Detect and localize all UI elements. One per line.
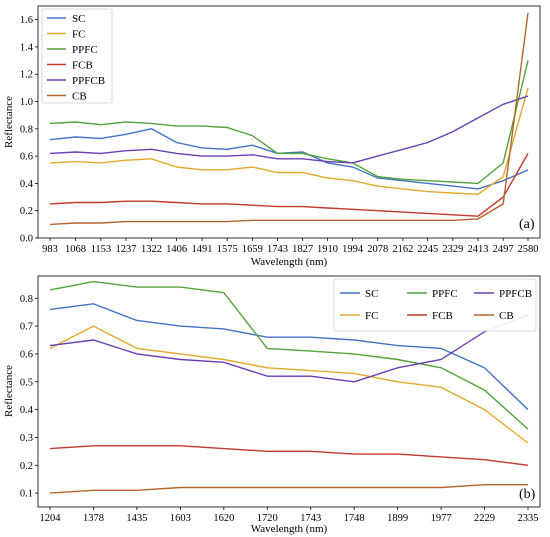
chart-b-y-tick-label: 0.2 bbox=[20, 461, 33, 472]
chart-b-x-tick-label: 1899 bbox=[387, 513, 408, 524]
chart-a-y-tick-label: 0.4 bbox=[20, 179, 34, 190]
chart-b-series-group bbox=[49, 280, 529, 494]
chart-a-legend-label-cb: CB bbox=[72, 91, 87, 103]
chart-b-x-tick-label: 1977 bbox=[431, 513, 452, 524]
chart-a-y-axis: 0.0 0.2 0.4 0.6 0.8 1.0 1.2 1.4 1.6 bbox=[20, 15, 38, 245]
chart-b-x-tick-label: 2229 bbox=[474, 513, 495, 524]
chart-b-series-ppfcb-line bbox=[49, 314, 529, 383]
chart-b-legend-label-ppfc: PPFC bbox=[432, 288, 458, 300]
chart-b-x-tick-label: 2335 bbox=[518, 513, 539, 524]
chart-a-y-tick-label: 0.2 bbox=[20, 206, 33, 217]
chart-a-x-tick-label: 2329 bbox=[442, 244, 463, 255]
chart-a-y-axis-title: Reflectance bbox=[3, 96, 15, 148]
chart-b-x-tick-label: 1748 bbox=[344, 513, 365, 524]
chart-a-panel-tag: (a) bbox=[519, 217, 535, 232]
chart-a-y-tick-label: 0.0 bbox=[20, 234, 33, 245]
chart-a-x-tick-label: 1068 bbox=[65, 244, 86, 255]
chart-b-y-tick-label: 0.7 bbox=[20, 322, 33, 333]
chart-b-series-sc-line bbox=[49, 303, 529, 411]
chart-a-legend-label-ppfcb: PPFCB bbox=[72, 75, 105, 87]
chart-a-x-tick-label: 983 bbox=[42, 244, 58, 255]
chart-a-x-tick-label: 2497 bbox=[493, 244, 514, 255]
chart-a-x-tick-label: 1659 bbox=[242, 244, 263, 255]
chart-a-y-tick-label: 1.2 bbox=[20, 70, 33, 81]
chart-b-series-ppfc-line bbox=[49, 280, 529, 430]
chart-b-y-axis: 0.1 0.2 0.3 0.4 0.5 0.6 0.7 0.8 bbox=[20, 294, 38, 500]
chart-a-x-tick-label: 1237 bbox=[116, 244, 137, 255]
chart-b-legend-label-cb: CB bbox=[499, 310, 514, 322]
chart-a-legend-label-ppfc: PPFC bbox=[72, 44, 98, 56]
chart-b-x-tick-label: 1435 bbox=[126, 513, 147, 524]
chart-a-series-ppfc-line bbox=[49, 60, 529, 185]
chart-b-series-fcb-line bbox=[49, 445, 529, 466]
chart-b-x-tick-label: 1720 bbox=[257, 513, 278, 524]
chart-b-y-tick-label: 0.6 bbox=[20, 349, 33, 360]
chart-a-plot-frame bbox=[37, 5, 541, 239]
chart-a-x-tick-label: 2245 bbox=[417, 244, 438, 255]
chart-a-series-group bbox=[49, 12, 529, 226]
chart-a-x-tick-label: 1994 bbox=[342, 244, 364, 255]
chart-b-x-axis: 1204 1378 1435 1603 1620 1720 1743 1748 1899 1977… bbox=[40, 507, 539, 524]
chart-a-x-axis: 983 1068 1153 1237 1322 1406 1491 1575 1659 1743 1… bbox=[42, 238, 539, 255]
chart-a-x-tick-label: 2580 bbox=[518, 244, 539, 255]
chart-a-legend-label-sc: SC bbox=[72, 13, 85, 25]
chart-b: 1204 1378 1435 1603 1620 1720 1743 1748 1899 1977… bbox=[3, 275, 541, 535]
chart-a: 983 1068 1153 1237 1322 1406 1491 1575 1659 1743 1… bbox=[3, 5, 541, 268]
chart-b-y-tick-label: 0.1 bbox=[20, 489, 33, 500]
chart-b-series-cb-line bbox=[49, 484, 528, 494]
chart-a-x-tick-label: 1406 bbox=[166, 244, 187, 255]
chart-b-x-axis-title: Wavelength (nm) bbox=[251, 523, 328, 535]
chart-b-y-axis-title: Reflectance bbox=[3, 365, 15, 417]
chart-b-x-tick-label: 1603 bbox=[170, 513, 191, 524]
chart-a-x-tick-label: 1743 bbox=[267, 244, 288, 255]
chart-b-y-tick-label: 0.8 bbox=[20, 294, 33, 305]
chart-b-x-tick-label: 1743 bbox=[300, 513, 321, 524]
chart-a-x-tick-label: 1153 bbox=[91, 244, 112, 255]
chart-b-legend: SC FC PPFC FCB PPFCB CB bbox=[333, 278, 537, 332]
chart-b-x-tick-label: 1378 bbox=[83, 513, 104, 524]
chart-a-series-cb-line bbox=[49, 12, 529, 226]
chart-a-x-tick-label: 2162 bbox=[392, 244, 413, 255]
chart-a-y-tick-label: 1.4 bbox=[20, 42, 34, 53]
chart-b-panel-tag: (b) bbox=[519, 487, 536, 502]
chart-a-series-fcb-line bbox=[49, 153, 529, 217]
chart-a-y-tick-label: 0.6 bbox=[20, 152, 33, 163]
chart-b-legend-label-fc: FC bbox=[365, 310, 378, 322]
chart-a-x-tick-label: 2078 bbox=[367, 244, 388, 255]
chart-a-x-axis-title: Wavelength (nm) bbox=[251, 256, 328, 268]
chart-b-legend-box bbox=[333, 278, 537, 332]
chart-a-legend: SC FC PPFC FCB PPFCB CB bbox=[41, 8, 113, 104]
chart-a-y-tick-label: 0.8 bbox=[20, 124, 33, 135]
chart-b-x-tick-label: 1204 bbox=[40, 513, 62, 524]
chart-a-x-tick-label: 1910 bbox=[317, 244, 338, 255]
chart-a-series-ppfcb-line bbox=[49, 95, 529, 164]
chart-b-y-tick-label: 0.3 bbox=[20, 433, 33, 444]
chart-b-legend-label-sc: SC bbox=[365, 288, 378, 300]
chart-a-legend-label-fc: FC bbox=[72, 29, 85, 41]
chart-b-legend-label-fcb: FCB bbox=[432, 310, 453, 322]
chart-a-x-tick-label: 1827 bbox=[292, 244, 313, 255]
chart-a-series-fc-line bbox=[49, 87, 529, 196]
chart-b-x-tick-label: 1620 bbox=[213, 513, 234, 524]
chart-a-x-tick-label: 1491 bbox=[192, 244, 213, 255]
chart-b-y-tick-label: 0.5 bbox=[20, 377, 33, 388]
chart-a-x-tick-label: 1575 bbox=[217, 244, 238, 255]
chart-a-legend-label-fcb: FCB bbox=[72, 60, 93, 72]
chart-b-series-fc-line bbox=[49, 325, 529, 444]
chart-a-x-tick-label: 1322 bbox=[141, 244, 162, 255]
chart-a-y-tick-label: 1.0 bbox=[20, 97, 33, 108]
chart-a-x-tick-label: 2413 bbox=[468, 244, 489, 255]
chart-a-y-tick-label: 1.6 bbox=[20, 15, 33, 26]
chart-b-plot-frame bbox=[37, 275, 541, 508]
chart-b-legend-label-ppfcb: PPFCB bbox=[499, 288, 532, 300]
chart-b-y-tick-label: 0.4 bbox=[20, 405, 34, 416]
